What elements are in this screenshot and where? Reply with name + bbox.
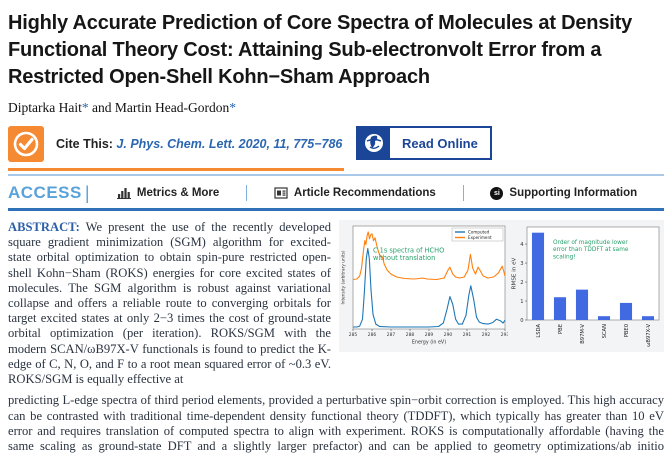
article-icon	[274, 187, 288, 199]
svg-text:3: 3	[520, 261, 523, 267]
recommendations-label: Article Recommendations	[293, 187, 436, 199]
abstract-section: ABSTRACT: We present the use of the rece…	[8, 220, 664, 387]
author-line: Diptarka Hait* and Martin Head-Gordon*	[8, 100, 664, 116]
svg-text:285: 285	[349, 332, 358, 338]
globe-icon	[358, 128, 390, 158]
corresponding-author-asterisk[interactable]: *	[229, 100, 236, 115]
bar-chart-icon	[116, 188, 131, 199]
svg-text:Order of magnitude lower: Order of magnitude lower	[553, 240, 628, 246]
bar-SCAN	[597, 316, 611, 320]
read-online-label: Read Online	[390, 128, 490, 158]
x-axis-label: Energy (in eV)	[412, 340, 446, 346]
svg-text:0: 0	[520, 318, 523, 324]
bar-PBE	[553, 297, 567, 320]
si-circle-icon: si	[490, 186, 504, 200]
svg-text:291: 291	[463, 332, 472, 338]
computed-line	[353, 248, 506, 328]
experiment-line	[352, 231, 506, 281]
bar-ωB97X-V	[641, 316, 655, 320]
access-divider	[462, 185, 464, 201]
check-badge	[8, 126, 44, 162]
citation-link[interactable]: J. Phys. Chem. Lett. 2020, 11, 775−786	[116, 137, 343, 151]
svg-text:scaling!: scaling!	[553, 254, 576, 260]
plot-area	[526, 226, 660, 321]
access-divider	[246, 185, 248, 201]
header-separator	[8, 174, 664, 176]
bar-B97M-V	[575, 289, 589, 320]
abstract-body: We present the use of the recently devel…	[8, 220, 331, 387]
author-2[interactable]: Martin Head-Gordon	[114, 100, 230, 115]
svg-text:2: 2	[520, 280, 523, 286]
svg-text:SCAN: SCAN	[602, 324, 608, 338]
svg-text:292: 292	[482, 332, 491, 338]
plot-area	[352, 225, 506, 330]
svg-text:1: 1	[520, 299, 523, 305]
metrics-and-more-link[interactable]: Metrics & More	[116, 187, 220, 199]
access-pipe: |	[84, 182, 91, 203]
page-title: Highly Accurate Prediction of Core Spect…	[8, 12, 632, 88]
svg-text:Computed: Computed	[468, 230, 490, 235]
supporting-info-label: Supporting Information	[509, 187, 638, 199]
svg-text:B97M-V: B97M-V	[580, 324, 586, 344]
svg-text:Experiment: Experiment	[468, 235, 492, 240]
corresponding-author-asterisk[interactable]: *	[81, 100, 89, 115]
bar-chart: 0 1 2 3 4 RMSE in eV LSDA PBE B97M-V SCAN PBE0 ωB97…	[511, 222, 663, 350]
abstract-graphic: 285 286 287 288 289 290 291 292 293 Energy (in eV…	[339, 220, 664, 352]
metrics-label: Metrics & More	[136, 187, 220, 199]
abstract-full-width-text: predicting L-edge spectra of third perio…	[8, 393, 664, 453]
access-label: ACCESS	[8, 183, 82, 202]
read-online-button[interactable]: Read Online	[356, 126, 492, 160]
svg-text:PBE0: PBE0	[624, 324, 630, 337]
line-chart: 285 286 287 288 289 290 291 292 293 Energy (in eV…	[340, 222, 508, 350]
svg-text:288: 288	[406, 332, 415, 338]
category-labels: LSDA PBE B97M-V SCAN PBE0 ωB97X-V	[536, 324, 652, 347]
access-underline	[8, 208, 664, 211]
y-axis-label: Intensity (arbitrary units)	[341, 250, 347, 304]
svg-text:286: 286	[368, 332, 377, 338]
cite-bar: Cite This: J. Phys. Chem. Lett. 2020, 11…	[8, 126, 664, 171]
author-connector: and	[88, 100, 115, 115]
svg-text:PBE: PBE	[558, 324, 564, 334]
bar-PBE0	[619, 302, 633, 320]
cite-this-section: Cite This: J. Phys. Chem. Lett. 2020, 11…	[8, 126, 344, 171]
svg-text:290: 290	[444, 332, 453, 338]
x-axis: 285 286 287 288 289 290 291 292 293	[349, 329, 508, 338]
svg-text:ωB97X-V: ωB97X-V	[646, 324, 652, 347]
abstract-label: ABSTRACT:	[8, 220, 80, 234]
bar-LSDA	[531, 232, 545, 320]
cite-this-label: Cite This:	[56, 137, 117, 151]
access-logo[interactable]: ACCESS |	[8, 183, 90, 204]
article-recommendations-link[interactable]: Article Recommendations	[274, 187, 436, 199]
svg-text:error than TDDFT at same: error than TDDFT at same	[553, 247, 629, 253]
svg-text:287: 287	[387, 332, 396, 338]
citation-text: Cite This: J. Phys. Chem. Lett. 2020, 11…	[56, 137, 342, 151]
bars	[531, 232, 655, 320]
svg-text:293: 293	[501, 332, 508, 338]
author-1[interactable]: Diptarka Hait	[8, 100, 82, 115]
svg-text:without translation: without translation	[373, 254, 435, 262]
check-icon	[13, 131, 39, 157]
svg-text:C 1s spectra of HCHO: C 1s spectra of HCHO	[373, 246, 444, 254]
supporting-information-link[interactable]: si Supporting Information	[490, 186, 638, 200]
y-axis: 0 1 2 3 4	[520, 242, 527, 324]
access-bar: ACCESS | Metrics & More	[8, 182, 664, 204]
svg-text:LSDA: LSDA	[536, 324, 542, 338]
svg-text:289: 289	[425, 332, 434, 338]
access-items: Metrics & More Article Recommendations s…	[90, 185, 664, 201]
abstract-column-text: ABSTRACT: We present the use of the rece…	[8, 220, 331, 387]
svg-text:4: 4	[520, 242, 524, 248]
y-axis-label: RMSE in eV	[512, 257, 518, 289]
